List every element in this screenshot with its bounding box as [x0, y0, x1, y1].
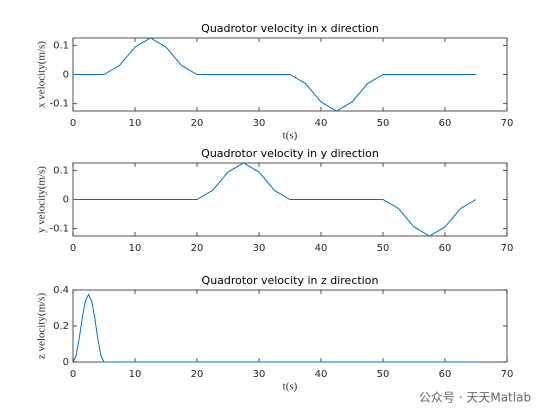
x-tick-label: 50 [377, 243, 390, 254]
x-tick-label: 0 [70, 243, 76, 254]
x-axis-label: t(s) [283, 381, 298, 393]
y-tick-label: 0.1 [53, 165, 69, 176]
x-tick-label: 0 [70, 369, 76, 380]
x-tick-label: 0 [70, 118, 76, 129]
x-tick-label: 60 [439, 369, 452, 380]
x-tick-label: 50 [377, 118, 390, 129]
x-tick-label: 30 [253, 369, 266, 380]
y-tick-label: 0 [63, 195, 69, 206]
x-axis-label: t(s) [283, 130, 298, 142]
chart-title: Quadrotor velocity in x direction [201, 22, 379, 35]
x-tick-label: 10 [129, 118, 142, 129]
x-tick-label: 10 [129, 369, 142, 380]
x-tick-label: 60 [439, 118, 452, 129]
velocity-line [73, 162, 477, 237]
x-tick-label: 70 [501, 243, 514, 254]
x-tick-label: 20 [191, 243, 204, 254]
x-tick-label: 30 [253, 118, 266, 129]
axes-box [72, 289, 508, 363]
chart-title: Quadrotor velocity in y direction [201, 147, 379, 160]
chart-title: Quadrotor velocity in z direction [202, 274, 379, 287]
x-tick-label: 30 [253, 243, 266, 254]
y-tick-label: 0 [63, 70, 69, 81]
y-tick-label: 0.1 [53, 40, 69, 51]
x-tick-label: 60 [439, 243, 452, 254]
y-axis-label: z velocity(m/s) [36, 293, 48, 360]
y-tick-label: -0.1 [49, 99, 69, 110]
velocity-line [72, 293, 476, 363]
x-tick-label: 50 [377, 369, 390, 380]
y-tick-label: 0 [63, 357, 69, 368]
y-axis-label: y velocity(m/s) [36, 166, 48, 233]
x-tick-label: 20 [191, 369, 204, 380]
x-tick-label: 40 [315, 118, 328, 129]
x-tick-label: 20 [191, 118, 204, 129]
velocity-line [73, 37, 476, 112]
y-tick-label: -0.1 [49, 224, 69, 235]
x-tick-label: 10 [129, 243, 142, 254]
y-tick-label: 0.4 [53, 285, 69, 296]
x-tick-label: 70 [501, 369, 514, 380]
y-axis-label: x velocity(m/s) [36, 41, 48, 108]
x-tick-label: 40 [315, 243, 328, 254]
y-tick-label: 0.2 [53, 321, 69, 332]
x-tick-label: 70 [501, 118, 514, 129]
watermark: 公众号 · 天天Matlab [419, 391, 531, 405]
x-tick-label: 40 [315, 369, 328, 380]
